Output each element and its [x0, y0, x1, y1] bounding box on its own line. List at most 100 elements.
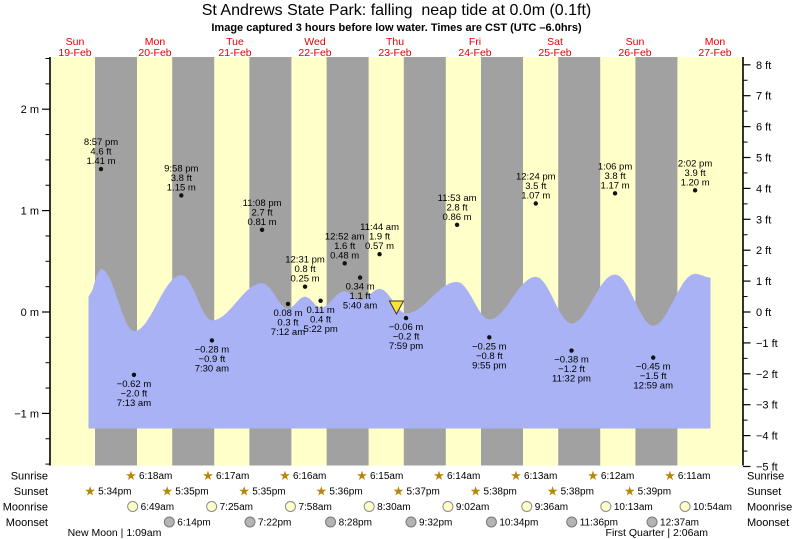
- tide-event-annotation: 9:58 pm: [164, 163, 198, 174]
- sunrise-time: 6:15am: [370, 471, 403, 482]
- moonset-icon: [566, 516, 578, 528]
- tide-event-annotation: 12:31 pm: [285, 255, 325, 266]
- tide-event-dot: [651, 355, 656, 360]
- tide-event-annotation: 7:12 am: [271, 327, 305, 338]
- day-date-label: 25-Feb: [538, 47, 571, 59]
- tide-event-annotation: −0.62 m: [117, 379, 152, 390]
- sunrise-star-icon: ★: [202, 468, 214, 483]
- sunset-star-icon: ★: [316, 484, 328, 499]
- tide-event-annotation: 5:22 pm: [303, 324, 337, 335]
- day-date-label: 21-Feb: [218, 47, 251, 59]
- moonrise-icon: [600, 501, 612, 512]
- tide-event-annotation: 0.8 ft: [294, 264, 315, 275]
- moonrise-time: 10:54am: [693, 502, 732, 513]
- sunset-star-icon: ★: [161, 484, 173, 499]
- day-label: Thu: [386, 36, 404, 48]
- tide-event-dot: [179, 193, 184, 198]
- sunset-star-icon: ★: [393, 484, 405, 499]
- day-date-label: 24-Feb: [458, 47, 491, 59]
- day-date-label: 27-Feb: [698, 47, 731, 59]
- sunrise-time: 6:14am: [447, 471, 480, 482]
- right-axis-tick-label: 7 ft: [756, 91, 771, 103]
- day-label: Mon: [705, 36, 726, 48]
- moonset-time: 9:32pm: [419, 518, 452, 529]
- sunrise-star-icon: ★: [125, 468, 137, 483]
- day-date-label: 19-Feb: [58, 47, 91, 59]
- sunset-time: 5:38pm: [561, 487, 594, 498]
- tide-event-annotation: 7:13 am: [117, 398, 151, 409]
- sunset-star-icon: ★: [238, 484, 250, 499]
- moonset-row-label-right: Moonset: [747, 517, 789, 529]
- right-axis-tick-label: 8 ft: [756, 60, 771, 72]
- right-axis-tick-label: 2 ft: [756, 245, 771, 257]
- tide-event-annotation: 0.81 m: [248, 217, 277, 228]
- tide-event-dot: [533, 201, 538, 206]
- tide-event-annotation: −0.25 m: [472, 341, 507, 352]
- right-axis-tick-label: 1 ft: [756, 276, 771, 288]
- tide-event-annotation: −0.06 m: [389, 322, 424, 333]
- tide-event-annotation: 12:52 am: [325, 231, 365, 242]
- tide-event-dot: [302, 284, 308, 289]
- sunset-star-icon: ★: [624, 484, 636, 499]
- tide-event-annotation: 1.17 m: [601, 180, 630, 191]
- sunset-star-icon: ★: [547, 484, 559, 499]
- sunrise-time: 6:18am: [139, 471, 172, 482]
- sunrise-star-icon: ★: [664, 468, 676, 483]
- right-axis-tick-label: 3 ft: [756, 214, 771, 226]
- moonrise-time: 7:25am: [220, 502, 253, 513]
- tide-event-annotation: 0.3 ft: [277, 317, 298, 328]
- moonset-time: 7:22pm: [258, 518, 291, 529]
- tide-event-annotation: 0.34 m: [346, 282, 375, 293]
- right-axis-tick-label: 0 ft: [756, 307, 771, 319]
- sunset-star-icon: ★: [470, 484, 482, 499]
- day-date-label: 23-Feb: [378, 47, 411, 59]
- moonrise-icon: [284, 501, 296, 512]
- tide-event-annotation: 0.08 m: [273, 308, 302, 319]
- tide-event-dot: [377, 252, 382, 257]
- moonset-icon: [163, 516, 175, 528]
- tide-event-annotation: 0.4 ft: [310, 314, 331, 325]
- left-axis-tick-label: 2 m: [21, 104, 39, 116]
- tide-event-dot: [342, 261, 347, 266]
- page-subtitle: Image captured 3 hours before low water.…: [211, 22, 582, 34]
- tide-event-annotation: 11:44 am: [360, 222, 399, 233]
- left-axis-tick-label: 0 m: [21, 307, 39, 319]
- sunrise-time: 6:13am: [524, 471, 557, 482]
- day-date-label: 22-Feb: [298, 47, 331, 59]
- tide-event-dot: [692, 188, 698, 193]
- moonset-time: 12:37am: [660, 518, 699, 529]
- day-date-label: 20-Feb: [138, 47, 171, 59]
- moonset-row-label-left: Moonset: [6, 517, 48, 529]
- sunrise-time: 6:16am: [293, 471, 326, 482]
- tide-event-annotation: 1.20 m: [681, 177, 710, 188]
- sunset-time: 5:39pm: [638, 487, 671, 498]
- moonrise-icon: [363, 501, 375, 512]
- moonrise-time: 9:36am: [535, 502, 568, 513]
- day-label: Mon: [145, 36, 166, 48]
- tide-event-annotation: 9:55 pm: [472, 360, 506, 371]
- tide-event-annotation: 1.07 m: [521, 191, 550, 202]
- tide-event-dot: [403, 315, 409, 321]
- sunrise-star-icon: ★: [279, 468, 291, 483]
- sunrise-star-icon: ★: [356, 468, 368, 483]
- moonrise-row-label-left: Moonrise: [3, 502, 48, 514]
- right-axis-tick-label: 5 ft: [756, 153, 771, 165]
- tide-event-annotation: −1.2 ft: [558, 364, 585, 375]
- tide-event-annotation: 1.9 ft: [369, 232, 390, 243]
- tide-event-annotation: 8:57 pm: [84, 137, 118, 148]
- sunset-row-label-right: Sunset: [747, 486, 781, 498]
- tide-event-annotation: 4.6 ft: [90, 147, 111, 158]
- tide-event-dot: [454, 222, 460, 227]
- sunrise-time: 6:11am: [678, 471, 711, 482]
- sunrise-time: 6:17am: [216, 471, 249, 482]
- moonrise-row-label-right: Moonrise: [747, 502, 792, 514]
- tide-event-annotation: −0.45 m: [636, 362, 671, 373]
- tide-event-annotation: −2.0 ft: [121, 388, 148, 399]
- sunset-time: 5:36pm: [329, 487, 362, 498]
- tide-event-annotation: −0.2 ft: [393, 332, 420, 343]
- right-axis-tick-label: −4 ft: [756, 431, 778, 443]
- tide-event-annotation: 5:40 am: [343, 301, 377, 312]
- moonrise-time: 6:49am: [141, 502, 174, 513]
- sunrise-row-label-left: Sunrise: [11, 471, 48, 483]
- left-axis-tick-label: −1 m: [14, 408, 39, 420]
